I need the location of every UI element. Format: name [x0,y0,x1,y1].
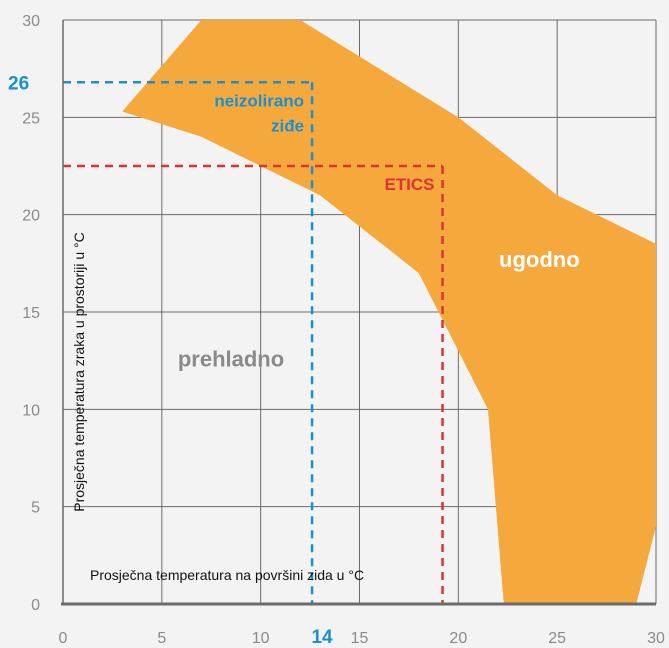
x-tick-label: 20 [449,630,467,647]
y-tick-label: 20 [22,208,40,225]
x-tick-label: 30 [647,630,665,647]
y-axis-title: Prosječna temperatura zraka u prostoriji… [71,232,87,512]
y-tick-label: 10 [22,402,40,419]
reference-line-group [63,164,444,604]
reference-line-label: neizolirano [214,91,304,110]
x-tick-label: 0 [59,630,68,647]
reference-lines [63,81,444,604]
reference-line-group [63,81,314,604]
x-axis-title: Prosječna temperatura na površini zida u… [90,567,364,583]
y-tick-label: 30 [22,13,40,30]
y-tick-label: 0 [31,597,40,614]
region-label: prehladno [178,347,284,372]
comfort-band-area [122,20,657,604]
comfort-band [122,20,657,604]
y-tick-label: 5 [31,500,40,517]
chart-labels: neizolirano ziđe 14 26 ETICS 0 5 10 15 20 25 30 0 5 10… [8,13,665,648]
x-tick-label: 10 [252,630,270,647]
axes [61,20,656,606]
x-tick-label: 15 [351,630,369,647]
y-tick-label: 15 [22,305,40,322]
reference-x-value-label: 14 [311,627,333,648]
reference-y-value-label: 26 [8,73,29,94]
y-tick-label: 25 [22,110,40,127]
region-label: ugodno [499,247,580,272]
reference-line-label: ziđe [271,116,304,135]
x-tick-label: 5 [157,630,166,647]
reference-line-label: ETICS [384,175,434,194]
x-tick-label: 25 [548,630,566,647]
